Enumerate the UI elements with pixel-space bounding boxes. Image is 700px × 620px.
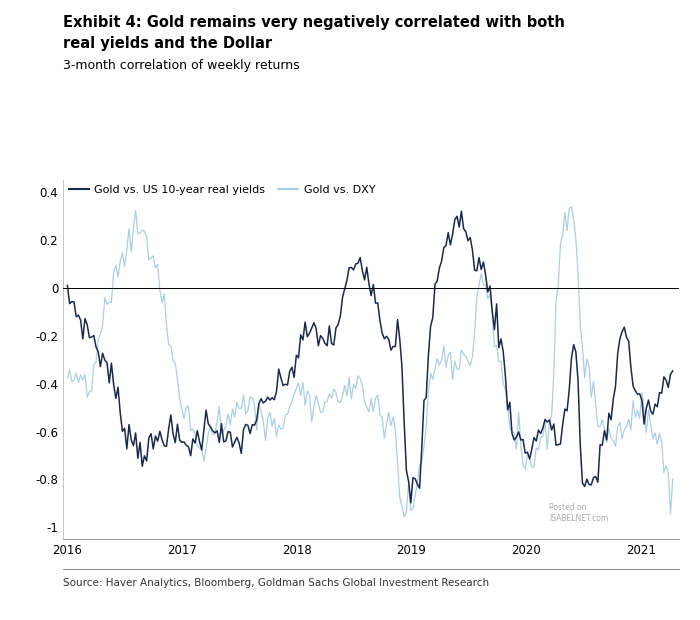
Text: 3-month correlation of weekly returns: 3-month correlation of weekly returns (63, 59, 300, 72)
Text: Source: Haver Analytics, Bloomberg, Goldman Sachs Global Investment Research: Source: Haver Analytics, Bloomberg, Gold… (63, 578, 489, 588)
Text: Posted on
ISABELNET.com: Posted on ISABELNET.com (550, 503, 609, 523)
Text: Exhibit 4: Gold remains very negatively correlated with both: Exhibit 4: Gold remains very negatively … (63, 16, 565, 30)
Legend: Gold vs. US 10-year real yields, Gold vs. DXY: Gold vs. US 10-year real yields, Gold vs… (69, 185, 375, 195)
Text: real yields and the Dollar: real yields and the Dollar (63, 36, 272, 51)
